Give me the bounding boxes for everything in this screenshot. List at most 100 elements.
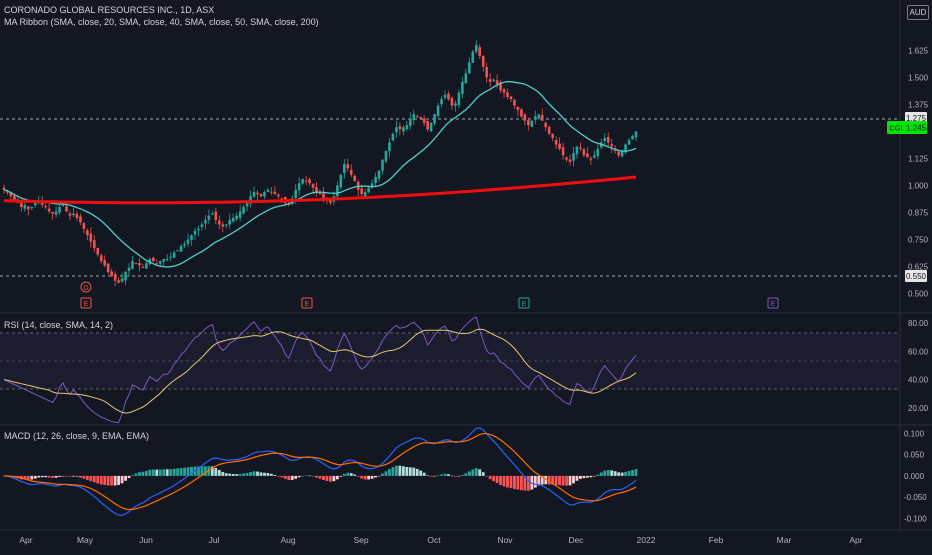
dividend-marker[interactable]: D bbox=[80, 281, 92, 293]
candle-body bbox=[86, 230, 89, 236]
candle-body bbox=[169, 256, 172, 258]
chart-title: CORONADO GLOBAL RESOURCES INC., 1D, ASX bbox=[4, 5, 215, 15]
earnings-marker[interactable]: E bbox=[767, 297, 779, 309]
candle-body bbox=[582, 149, 586, 156]
macd-histogram-bar bbox=[294, 475, 298, 479]
macd-histogram-bar bbox=[617, 472, 621, 476]
svg-text:D: D bbox=[83, 285, 88, 292]
macd-histogram-bar bbox=[72, 475, 75, 477]
macd-histogram-bar bbox=[117, 475, 120, 485]
macd-histogram-bar bbox=[96, 475, 100, 484]
candle-body bbox=[252, 192, 256, 197]
candle-body bbox=[200, 224, 204, 228]
macd-histogram-bar bbox=[495, 475, 499, 484]
macd-histogram-bar bbox=[224, 473, 228, 476]
macd-histogram-bar bbox=[464, 473, 468, 476]
candle-body bbox=[127, 267, 131, 272]
macd-histogram-bar bbox=[33, 475, 37, 479]
upper-level-label: 1.275 bbox=[906, 114, 927, 123]
candle-body bbox=[221, 224, 225, 227]
macd-histogram-bar bbox=[273, 474, 277, 476]
macd-histogram-bar bbox=[238, 473, 242, 476]
macd-axis[interactable]: -0.100 -0.050 0.000 0.050 0.100 bbox=[904, 429, 927, 523]
candle-body bbox=[58, 207, 61, 213]
macd-histogram-bar bbox=[242, 473, 246, 476]
candle-body bbox=[631, 135, 634, 140]
macd-histogram-bar bbox=[457, 475, 461, 477]
candle-body bbox=[374, 176, 377, 183]
macd-histogram-bar bbox=[370, 475, 374, 479]
macd-histogram-bar bbox=[186, 467, 190, 476]
candle-body bbox=[183, 243, 186, 246]
candle-body bbox=[193, 230, 197, 235]
macd-histogram-bar bbox=[332, 475, 336, 482]
time-axis[interactable]: Apr May Jun Jul Aug Sep Oct Nov Dec 2022 Feb Mar Apr bbox=[19, 535, 862, 545]
macd-legend[interactable]: MACD (12, 26, close, 9, EMA, EMA) bbox=[4, 431, 150, 441]
macd-histogram-bar bbox=[141, 471, 145, 476]
candle-body bbox=[523, 114, 527, 121]
candle-body bbox=[301, 179, 304, 184]
candle-body bbox=[273, 191, 277, 195]
candle-body bbox=[311, 184, 315, 188]
macd-histogram-bar bbox=[575, 475, 579, 481]
macd-tick-label: -0.050 bbox=[904, 493, 927, 502]
currency-badge[interactable]: AUD bbox=[907, 5, 929, 20]
candle-body bbox=[186, 239, 190, 244]
rsi-ma-line bbox=[3, 328, 637, 414]
candle-body bbox=[554, 140, 558, 145]
macd-histogram-bar bbox=[113, 475, 117, 486]
earnings-marker[interactable]: E bbox=[80, 297, 92, 309]
macd-tick-label: 0.100 bbox=[904, 429, 925, 438]
price-axis[interactable]: 0.500 0.625 0.750 0.875 1.000 1.125 1.375 1.500… bbox=[908, 47, 929, 299]
macd-histogram-bar bbox=[92, 475, 96, 483]
candle-body bbox=[408, 118, 412, 126]
price-tick-label: 1.000 bbox=[908, 182, 929, 191]
rsi-axis[interactable]: 20.00 40.00 60.00 80.00 bbox=[908, 319, 929, 413]
candle-body bbox=[429, 122, 433, 132]
candle-body bbox=[558, 143, 561, 149]
candle-body bbox=[99, 255, 103, 262]
macd-histogram-bar bbox=[346, 472, 350, 476]
candle-body bbox=[318, 192, 322, 195]
candle-body bbox=[315, 187, 318, 192]
macd-histogram-bar bbox=[75, 475, 79, 477]
candle-body bbox=[190, 235, 193, 240]
macd-histogram-bar bbox=[131, 475, 134, 476]
time-tick-label: Aug bbox=[280, 535, 295, 545]
candle-body bbox=[214, 211, 218, 221]
candle-body bbox=[231, 217, 235, 222]
candle-body bbox=[513, 99, 516, 106]
macd-histogram-bar bbox=[405, 466, 409, 476]
ma-ribbon-legend[interactable]: MA Ribbon (SMA, close, 20, SMA, close, 4… bbox=[4, 17, 319, 27]
macd-histogram-bar bbox=[509, 475, 513, 489]
rsi-legend[interactable]: RSI (14, close, SMA, 14, 2) bbox=[4, 320, 114, 330]
sma200-line bbox=[3, 175, 637, 205]
macd-histogram-bar bbox=[342, 473, 346, 476]
candle-body bbox=[259, 193, 263, 197]
price-tick-label: 1.625 bbox=[908, 47, 929, 56]
lower-level-label: 0.550 bbox=[906, 272, 927, 281]
rsi-tick-label: 60.00 bbox=[908, 347, 929, 356]
earnings-marker[interactable]: E bbox=[301, 297, 313, 309]
macd-histogram-bar bbox=[176, 468, 180, 476]
macd-tick-label: -0.100 bbox=[904, 514, 927, 523]
macd-histogram-bar bbox=[103, 475, 107, 485]
macd-histogram-bar bbox=[127, 475, 131, 479]
candle-body bbox=[506, 92, 509, 97]
macd-histogram-bar bbox=[214, 467, 218, 476]
macd-histogram-bar bbox=[631, 470, 634, 476]
macd-histogram-bar bbox=[474, 468, 478, 476]
candle-body bbox=[280, 198, 284, 200]
candle-body bbox=[474, 45, 478, 52]
earnings-marker[interactable]: E bbox=[518, 297, 530, 309]
candle-body bbox=[266, 189, 270, 192]
macd-histogram-bar bbox=[200, 466, 204, 476]
macd-histogram-bar bbox=[412, 467, 416, 476]
candle-body bbox=[138, 263, 141, 266]
candle-body bbox=[492, 79, 495, 81]
candle-body bbox=[145, 263, 148, 269]
macd-histogram-bar bbox=[460, 474, 464, 476]
svg-text:E: E bbox=[305, 301, 310, 308]
